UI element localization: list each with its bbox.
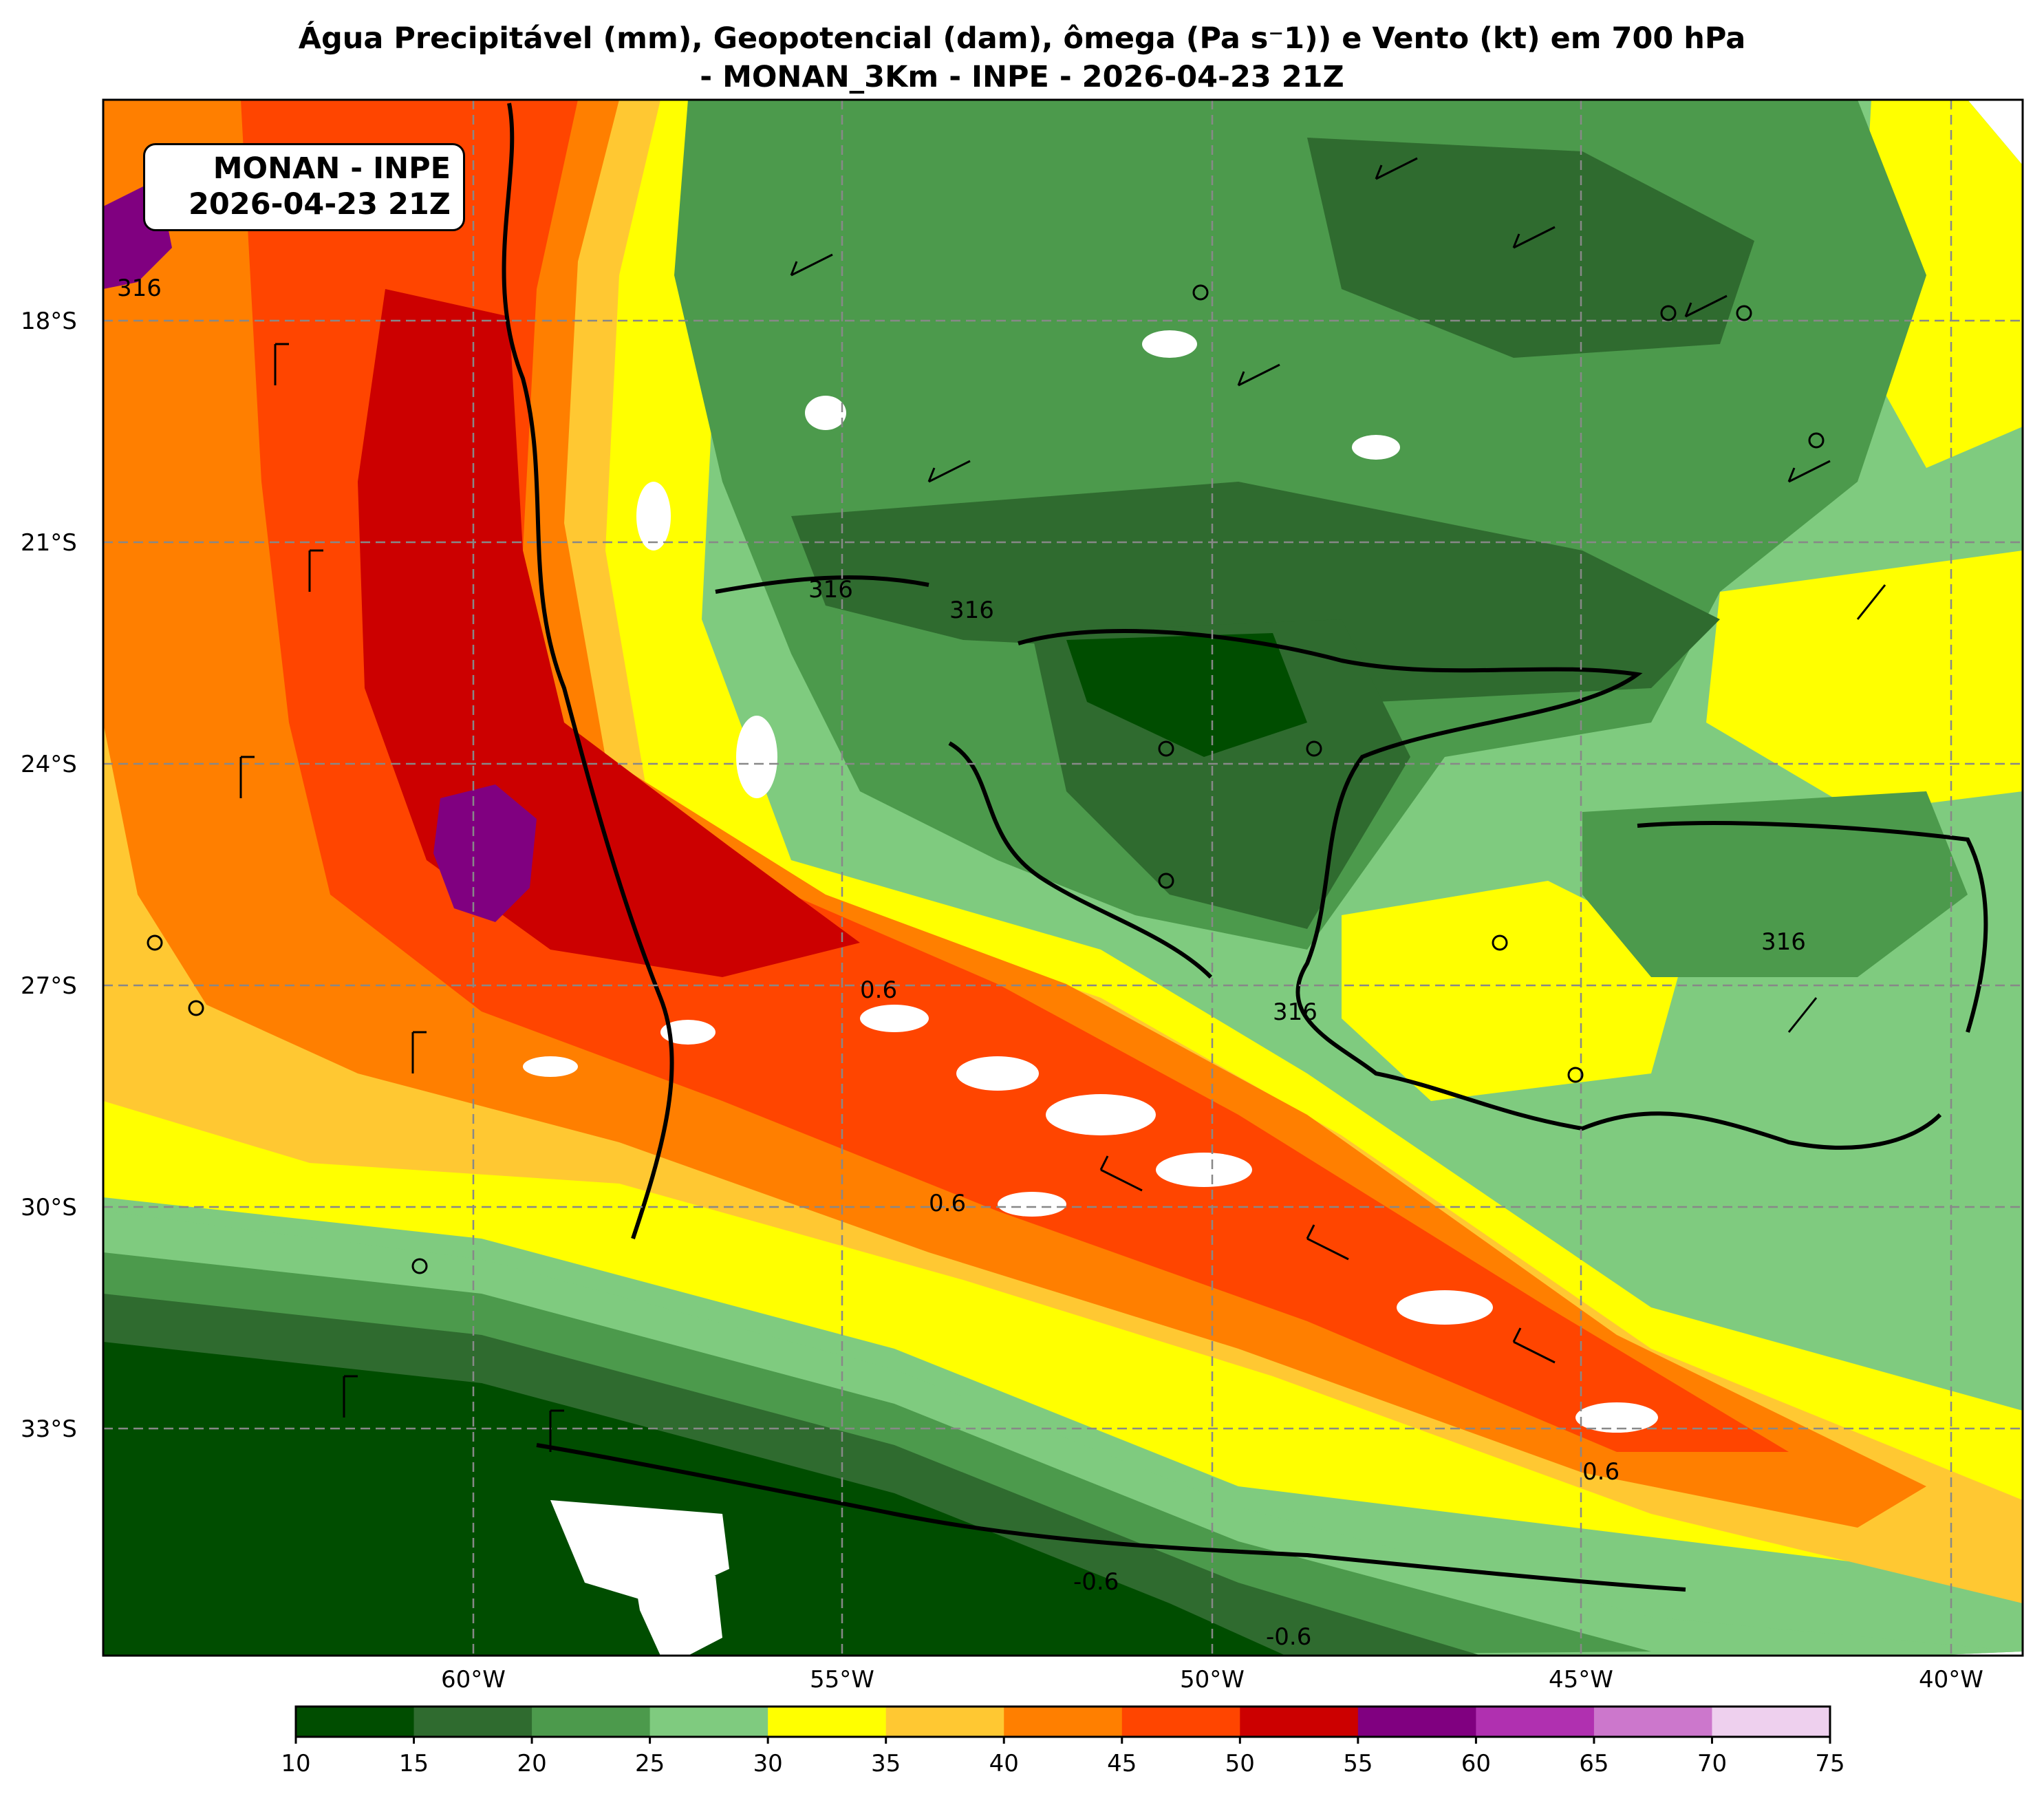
omega-label-1: -0.6 [1073, 1568, 1119, 1596]
lon-label-60w: 60°W [441, 1666, 506, 1693]
colorbar-segment [1712, 1707, 1831, 1737]
colorbar-tick-label: 75 [1815, 1750, 1844, 1777]
pw-field-dark-green-3 [1307, 138, 1754, 358]
colorbar-tick-label: 25 [635, 1750, 665, 1777]
wind-barbs [239, 157, 1886, 1452]
contour-label-3: 316 [1273, 998, 1317, 1026]
map-title: Água Precipitável (mm), Geopotencial (da… [0, 19, 2044, 96]
colorbar-tick-label: 55 [1343, 1750, 1373, 1777]
contour-316-north [715, 575, 929, 594]
geopotential-contours [502, 103, 1988, 1592]
colorbar-segment [1593, 1707, 1712, 1737]
contour-label-5: 316 [117, 275, 162, 302]
pw-field-orange [103, 100, 1926, 1528]
colorbar-segment [1121, 1707, 1240, 1737]
lat-label-24s: 24°S [21, 751, 77, 778]
contour-label-1: 316 [808, 576, 853, 603]
longitude-labels: 60°W 55°W 50°W 45°W 40°W [441, 1666, 1983, 1693]
pw-field-light-orange [103, 100, 2023, 1603]
info-box: MONAN - INPE 2026-04-23 21Z [143, 143, 465, 231]
colorbar-segment [1476, 1707, 1595, 1737]
colorbar-tick-label: 65 [1579, 1750, 1609, 1777]
colorbar-tick-label: 15 [399, 1750, 429, 1777]
latitude-labels: 18°S 21°S 24°S 27°S 30°S 33°S [21, 308, 77, 1443]
colorbar-tick-label: 50 [1225, 1750, 1255, 1777]
info-box-line2: 2026-04-23 21Z [188, 187, 451, 222]
lat-label-21s: 21°S [21, 529, 77, 557]
omega-label-5: 0.6 [1582, 1458, 1620, 1486]
colorbar-segment [1240, 1707, 1359, 1737]
colorbar-segment [1357, 1707, 1476, 1737]
pw-field-south-darkest-green [103, 1342, 1307, 1656]
map-frame [102, 98, 2024, 1657]
pw-field-green-east [1582, 791, 1968, 977]
colorbar-tick-label: 10 [281, 1750, 310, 1777]
colorbar-tick-label: 35 [871, 1750, 901, 1777]
info-box-line1: MONAN - INPE [213, 151, 451, 186]
lat-label-18s: 18°S [21, 308, 77, 335]
omega-label-4: 0.6 [929, 1190, 966, 1217]
pw-field-yellow-south [1342, 881, 1686, 1101]
calm-wind-circles [147, 284, 1825, 1274]
lon-label-40w: 40°W [1919, 1666, 1983, 1693]
map-content: 316 316 316 316 316 -0.6 -0.6 0.6 0.6 0.… [103, 100, 2023, 1656]
omega-label-2: -0.6 [1266, 1623, 1311, 1651]
pw-field-yellow-east [1706, 550, 2023, 812]
omega-label-3: 0.6 [860, 976, 897, 1004]
pw-field-yellow-ne [1858, 100, 2023, 468]
colorbar-tick-label: 60 [1461, 1750, 1491, 1777]
white-patch-2 [633, 1569, 722, 1656]
graticule [103, 100, 2023, 1656]
contour-label-2: 316 [949, 597, 994, 624]
colorbar: 10 15 20 25 30 35 40 45 50 55 60 65 70 75 [281, 1705, 1845, 1777]
contour-label-4: 316 [1761, 928, 1806, 956]
map-title-line2: - MONAN_3Km - INPE - 2026-04-23 21Z [700, 60, 1344, 94]
colorbar-segment [532, 1707, 651, 1737]
pw-field-purple [433, 784, 537, 922]
colorbar-segment [1004, 1707, 1123, 1737]
lat-label-30s: 30°S [21, 1194, 77, 1221]
contour-ne [1637, 821, 1988, 1033]
colorbar-segment [413, 1707, 532, 1737]
contour-south [536, 1443, 1686, 1592]
colorbar-tick-label: 20 [517, 1750, 546, 1777]
pw-field-dark-green-1 [791, 482, 1720, 702]
contour-316-coast [948, 741, 1213, 979]
lon-label-50w: 50°W [1180, 1666, 1245, 1693]
lon-label-45w: 45°W [1549, 1666, 1613, 1693]
colorbar-segment [296, 1707, 415, 1737]
colorbar-tick-label: 30 [753, 1750, 783, 1777]
colorbar-frame [294, 1705, 1831, 1738]
colorbar-tick-label: 45 [1107, 1750, 1137, 1777]
colorbar-segment [768, 1707, 887, 1737]
contour-316-east [1018, 628, 1942, 1150]
lat-label-27s: 27°S [21, 972, 77, 1000]
pw-field-darkest-green-1 [1066, 633, 1307, 757]
colorbar-segment [649, 1707, 768, 1737]
lat-label-33s: 33°S [21, 1415, 77, 1443]
lon-label-55w: 55°W [810, 1666, 874, 1693]
colorbar-tick-label: 70 [1697, 1750, 1727, 1777]
map-title-line1: Água Precipitável (mm), Geopotencial (da… [298, 21, 1746, 56]
contour-west-river [502, 103, 674, 1239]
colorbar-tick-label: 40 [989, 1750, 1019, 1777]
omega-speckle [523, 330, 1658, 1433]
colorbar-segment [885, 1707, 1004, 1737]
